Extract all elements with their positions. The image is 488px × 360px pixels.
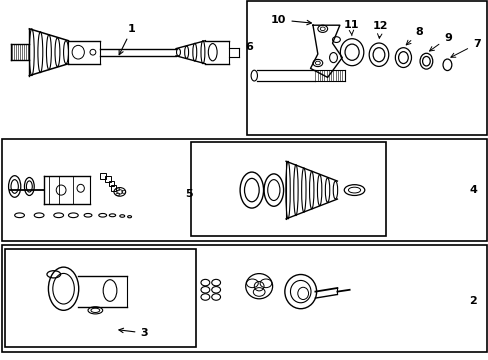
Bar [5, 249, 195, 347]
Bar [2, 139, 486, 241]
Bar [108, 181, 114, 186]
Text: 10: 10 [270, 15, 311, 25]
Bar [100, 173, 105, 179]
Text: 7: 7 [450, 39, 480, 57]
Text: 12: 12 [372, 21, 387, 38]
Text: 1: 1 [119, 24, 136, 55]
Text: 8: 8 [406, 27, 423, 45]
Text: 3: 3 [119, 328, 148, 338]
Bar [2, 245, 486, 352]
Bar [246, 1, 486, 135]
Bar [104, 176, 110, 182]
Text: 11: 11 [343, 20, 358, 36]
Text: 2: 2 [468, 296, 476, 306]
Text: 4: 4 [468, 185, 476, 195]
Bar [190, 142, 386, 236]
Bar [110, 185, 116, 191]
Text: 6: 6 [245, 42, 253, 52]
Text: 5: 5 [185, 189, 193, 199]
Text: 9: 9 [428, 33, 451, 51]
